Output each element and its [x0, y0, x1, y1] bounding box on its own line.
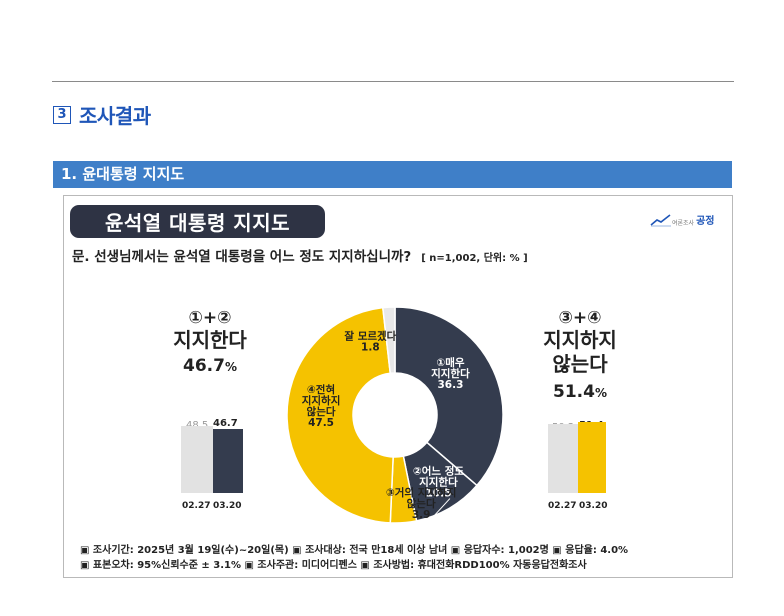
slice-2-label-1: ②어느 정도	[413, 464, 465, 477]
support-curr-bar	[213, 428, 243, 493]
slice-3-label-3: 3.9	[412, 509, 431, 521]
sample-meta: [ n=1,002, 단위: % ]	[421, 253, 528, 264]
oppose-curr-bar	[578, 422, 606, 493]
slice-4-label-2: 지지하지	[302, 394, 341, 407]
section-label: 조사결과	[79, 104, 151, 128]
logo-swoosh-icon	[650, 214, 671, 227]
slice-4-label-3: 않는다	[307, 405, 336, 418]
oppose-total: 51.4%	[553, 382, 607, 402]
section-number: 3	[53, 105, 71, 124]
slice-1-label-3: 36.3	[437, 379, 463, 391]
subsection-header: 1. 윤대통령 지지도	[53, 161, 732, 188]
chart-title: 윤석열 대통령 지지도	[70, 205, 325, 238]
oppose-date-curr: 03.20	[579, 501, 608, 511]
oppose-circ-label: ③+④	[558, 308, 602, 328]
oppose-summary: ③+④ 지지하지 않는다 51.4%	[530, 308, 630, 402]
slice-3-label-2: 않는다	[407, 497, 436, 510]
support-label: 지지한다	[173, 328, 247, 352]
slice-2-label-2: 지지한다	[419, 475, 458, 488]
slice-5-label-2: 1.8	[361, 342, 380, 354]
support-circ-label: ①+②	[188, 308, 232, 328]
slice-5-label-1: 잘 모르겠다	[344, 330, 396, 343]
slice-2-label-3: 10.5	[425, 487, 451, 499]
slice-1-label-1: ①매우	[436, 356, 465, 369]
oppose-date-prev: 02.27	[548, 501, 577, 511]
support-summary: ①+② 지지한다 46.7%	[160, 308, 260, 376]
support-curr-value: 46.7	[213, 418, 238, 429]
slice-3-label-1: ③거의 지지하지	[386, 486, 457, 499]
pollster-logo: 여론조사 공정	[650, 212, 715, 227]
top-divider	[52, 81, 734, 82]
oppose-label-1: 지지하지	[543, 328, 617, 352]
section-title: 3 조사결과	[53, 100, 151, 129]
donut-slice-1	[394, 306, 504, 487]
logo-small-text: 여론조사	[672, 220, 695, 227]
slice-4-label-1: ④전혀	[307, 383, 335, 396]
donut-slice-5	[381, 306, 396, 375]
slice-1-label-2: 지지한다	[431, 367, 470, 380]
footer-line-1: ▣ 조사기간: 2025년 3월 19일(수)~20일(목) ▣ 조사대상: 전…	[80, 545, 629, 556]
oppose-label-2: 않는다	[552, 352, 608, 376]
question-line: 문. 선생님께서는 윤석열 대통령을 어느 정도 지지하십니까? [ n=1,00…	[72, 245, 528, 265]
donut-slice-4	[286, 306, 394, 524]
logo-main-text: 공정	[696, 216, 715, 227]
footer-line-2: ▣ 표본오차: 95%신뢰수준 ± 3.1% ▣ 조사주관: 미디어디펜스 ▣ …	[80, 560, 587, 571]
support-prev-value: 48.5	[186, 420, 208, 431]
support-total: 46.7%	[183, 356, 237, 376]
slice-2-leader-line	[427, 498, 451, 523]
slice-4-label-4: 47.5	[308, 417, 334, 429]
oppose-prev-bar	[548, 423, 578, 493]
support-date-prev: 02.27	[182, 501, 211, 511]
support-prev-bar	[181, 426, 213, 493]
question-text: 문. 선생님께서는 윤석열 대통령을 어느 정도 지지하십니까?	[72, 249, 412, 265]
support-date-curr: 03.20	[213, 501, 242, 511]
